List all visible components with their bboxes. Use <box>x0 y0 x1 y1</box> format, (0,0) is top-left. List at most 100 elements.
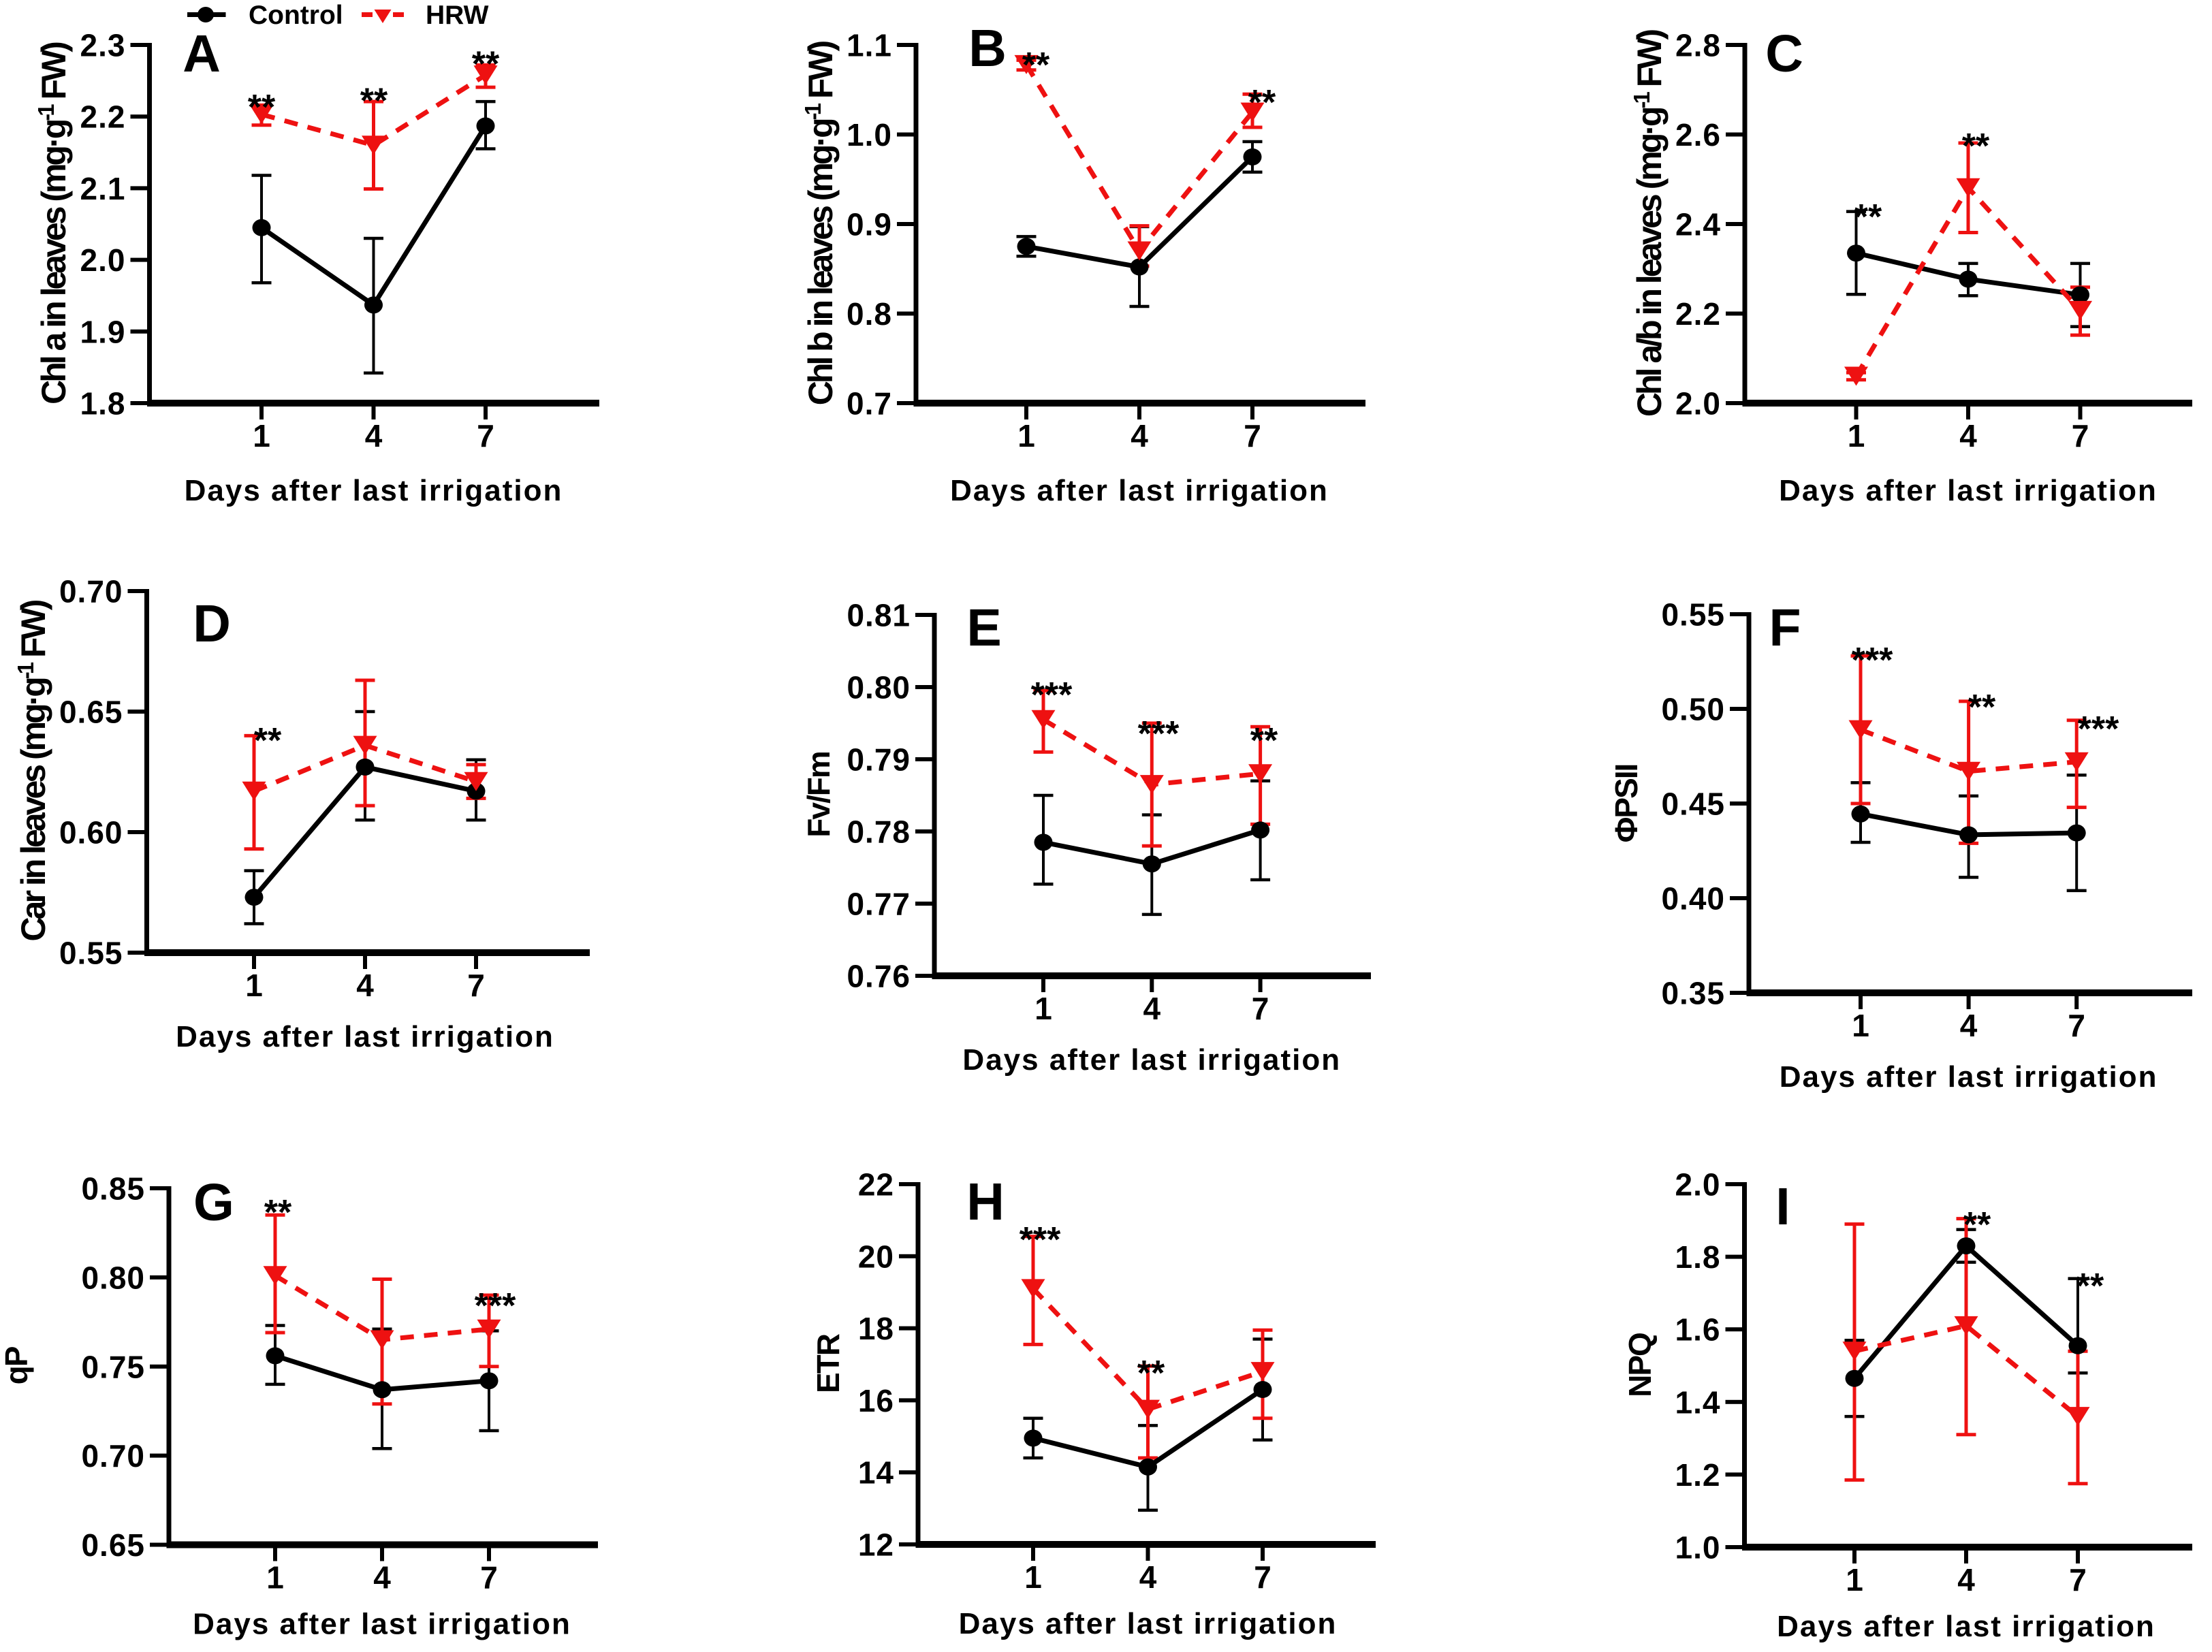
svg-text:20: 20 <box>858 1239 894 1274</box>
svg-text:14: 14 <box>858 1455 894 1491</box>
svg-text:1: 1 <box>1017 418 1035 454</box>
svg-text:**: ** <box>1137 1354 1165 1393</box>
svg-text:2.0: 2.0 <box>1675 386 1721 422</box>
svg-text:**: ** <box>1854 197 1882 237</box>
svg-text:Control: Control <box>249 1 343 30</box>
svg-text:12: 12 <box>858 1527 894 1563</box>
svg-text:0.78: 0.78 <box>847 814 911 850</box>
svg-text:1: 1 <box>245 968 263 1003</box>
svg-text:qP: qP <box>0 1346 34 1384</box>
svg-text:D: D <box>193 594 231 653</box>
svg-text:0.65: 0.65 <box>81 1527 145 1563</box>
svg-text:1: 1 <box>1846 1562 1863 1598</box>
svg-text:Days after last irrigation: Days after last irrigation <box>1777 1610 2155 1643</box>
svg-text:Days after last irrigation: Days after last irrigation <box>950 474 1329 507</box>
svg-text:0.81: 0.81 <box>847 598 911 633</box>
svg-text:B: B <box>968 19 1007 78</box>
svg-text:0.55: 0.55 <box>1661 597 1725 633</box>
svg-text:Chl a in leaves (mg·g-1 FW): Chl a in leaves (mg·g-1 FW) <box>33 42 73 404</box>
svg-text:0.35: 0.35 <box>1661 976 1725 1011</box>
svg-text:4: 4 <box>1143 991 1161 1026</box>
svg-text:Days after last irrigation: Days after last irrigation <box>185 474 563 507</box>
svg-text:7: 7 <box>467 968 485 1003</box>
svg-text:4: 4 <box>1957 1562 1975 1598</box>
svg-text:Days after last irrigation: Days after last irrigation <box>176 1020 554 1053</box>
svg-text:0.50: 0.50 <box>1661 692 1725 727</box>
svg-text:0.40: 0.40 <box>1661 881 1725 917</box>
svg-text:Fv/Fm: Fv/Fm <box>801 752 836 838</box>
svg-text:0.60: 0.60 <box>59 815 123 851</box>
svg-text:0.79: 0.79 <box>847 742 911 778</box>
svg-text:***: *** <box>1031 676 1073 715</box>
svg-text:1: 1 <box>1852 1008 1869 1043</box>
svg-text:**: ** <box>1022 46 1050 85</box>
svg-text:Chl a/b in leaves (mg·g-1 FW): Chl a/b in leaves (mg·g-1 FW) <box>1629 30 1669 417</box>
svg-text:1: 1 <box>1034 991 1052 1026</box>
svg-text:2.2: 2.2 <box>80 99 126 135</box>
svg-text:0.70: 0.70 <box>81 1438 145 1474</box>
svg-text:7: 7 <box>2069 1562 2087 1598</box>
svg-text:1: 1 <box>253 418 270 454</box>
svg-text:Days after last irrigation: Days after last irrigation <box>1779 474 2158 507</box>
svg-text:0.70: 0.70 <box>59 574 123 609</box>
svg-text:**: ** <box>1962 127 1990 166</box>
svg-text:***: *** <box>1138 714 1180 754</box>
svg-text:4: 4 <box>365 418 383 454</box>
svg-text:Days after last irrigation: Days after last irrigation <box>1780 1060 2158 1094</box>
svg-text:Chl b in leaves (mg·g-1 FW): Chl b in leaves (mg·g-1 FW) <box>800 41 840 405</box>
svg-text:1.1: 1.1 <box>847 28 892 63</box>
svg-text:**: ** <box>1250 721 1278 761</box>
svg-text:0.8: 0.8 <box>847 296 892 332</box>
svg-text:7: 7 <box>1252 991 1269 1026</box>
svg-text:0.80: 0.80 <box>847 670 911 705</box>
svg-text:0.45: 0.45 <box>1661 787 1725 822</box>
svg-text:0.9: 0.9 <box>847 207 892 242</box>
svg-text:**: ** <box>1248 83 1276 123</box>
svg-text:Days after last irrigation: Days after last irrigation <box>962 1043 1341 1077</box>
svg-text:Car in leaves (mg·g-1 FW): Car in leaves (mg·g-1 FW) <box>13 600 52 941</box>
svg-text:**: ** <box>2076 1267 2104 1306</box>
svg-text:**: ** <box>264 1193 292 1233</box>
svg-text:***: *** <box>1020 1220 1061 1260</box>
svg-text:1: 1 <box>1024 1559 1042 1595</box>
svg-text:1.8: 1.8 <box>80 386 126 422</box>
svg-text:1.0: 1.0 <box>1675 1530 1721 1566</box>
svg-text:1.8: 1.8 <box>1675 1239 1721 1275</box>
svg-text:7: 7 <box>2068 1008 2085 1043</box>
svg-text:I: I <box>1775 1177 1790 1236</box>
svg-text:2.1: 2.1 <box>80 171 126 206</box>
svg-text:2.2: 2.2 <box>1675 296 1721 332</box>
svg-text:0.76: 0.76 <box>847 959 911 994</box>
svg-text:1.2: 1.2 <box>1675 1457 1721 1493</box>
svg-text:4: 4 <box>1131 418 1148 454</box>
svg-text:1.4: 1.4 <box>1675 1384 1721 1420</box>
svg-text:0.55: 0.55 <box>59 936 123 971</box>
svg-text:4: 4 <box>1139 1559 1157 1595</box>
svg-text:**: ** <box>360 82 388 121</box>
svg-text:2.3: 2.3 <box>80 28 126 63</box>
svg-text:2.8: 2.8 <box>1675 28 1721 63</box>
svg-text:4: 4 <box>1960 1008 1978 1043</box>
svg-text:**: ** <box>1968 688 1996 727</box>
svg-text:**: ** <box>248 88 276 127</box>
svg-text:7: 7 <box>2072 418 2089 454</box>
svg-text:1: 1 <box>1848 418 1865 454</box>
svg-text:E: E <box>966 599 1001 657</box>
svg-text:***: *** <box>475 1286 516 1326</box>
svg-text:4: 4 <box>1959 418 1977 454</box>
svg-text:2.6: 2.6 <box>1675 117 1721 153</box>
svg-text:HRW: HRW <box>426 1 489 30</box>
svg-text:0.85: 0.85 <box>81 1171 145 1207</box>
svg-text:7: 7 <box>480 1560 498 1595</box>
svg-text:1: 1 <box>266 1560 284 1595</box>
svg-text:***: *** <box>1852 641 1893 680</box>
svg-text:A: A <box>183 25 221 83</box>
svg-text:0.65: 0.65 <box>59 695 123 730</box>
svg-text:4: 4 <box>356 968 374 1003</box>
svg-text:Days after last irrigation: Days after last irrigation <box>193 1608 571 1641</box>
svg-text:***: *** <box>2078 710 2119 749</box>
svg-text:G: G <box>193 1173 234 1232</box>
svg-text:**: ** <box>1963 1205 1991 1245</box>
svg-text:ΦPSII: ΦPSII <box>1609 765 1644 843</box>
svg-text:0.75: 0.75 <box>81 1349 145 1384</box>
